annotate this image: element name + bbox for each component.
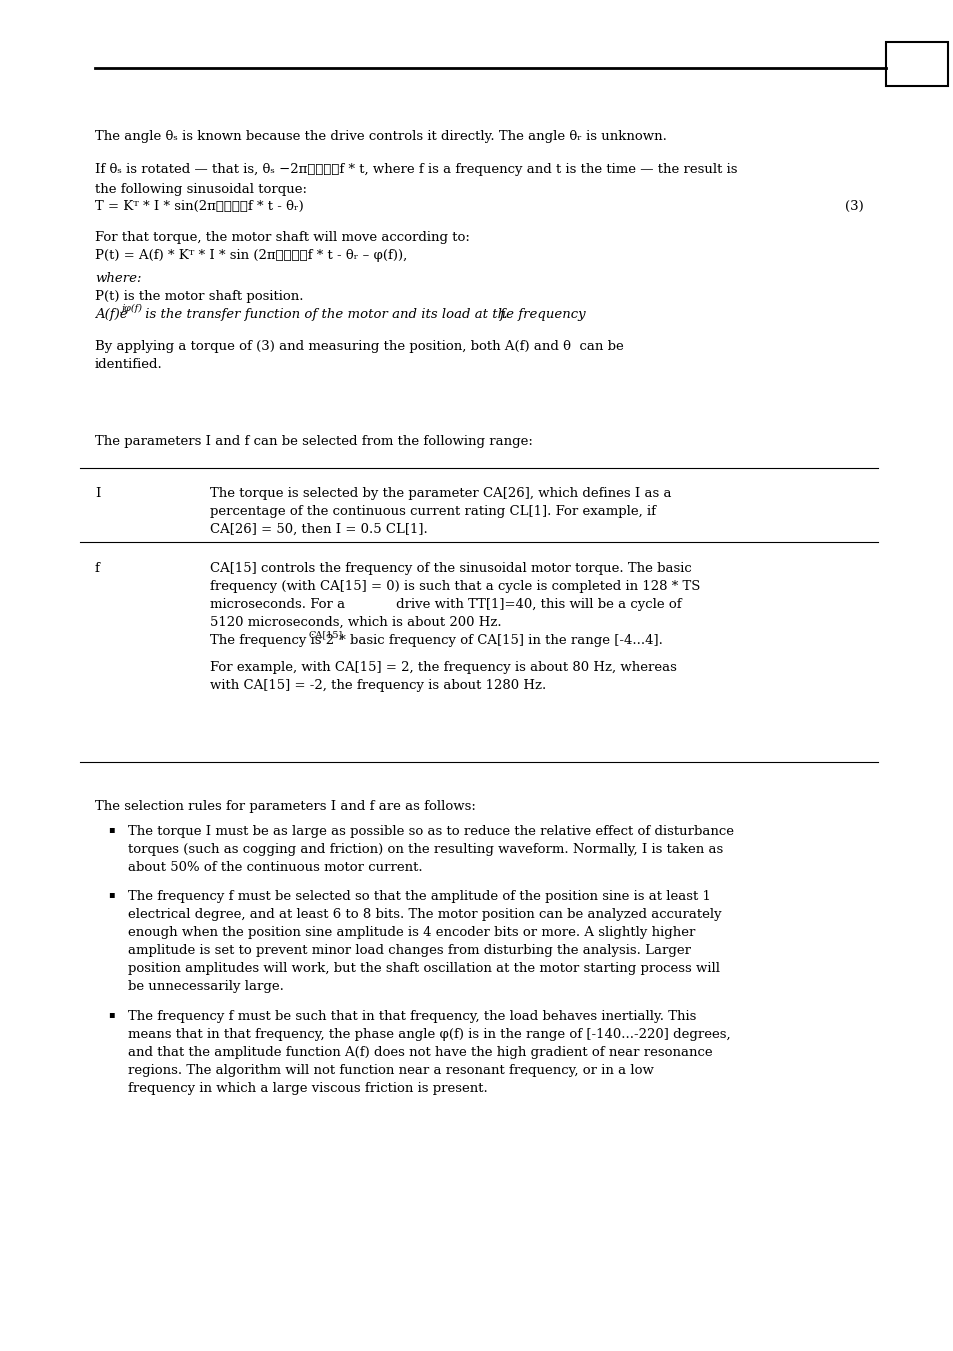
Text: is the transfer function of the motor and its load at the frequency: is the transfer function of the motor an… — [141, 308, 590, 322]
Text: ▪: ▪ — [108, 1011, 114, 1019]
Text: be unnecessarily large.: be unnecessarily large. — [128, 979, 284, 993]
Text: and that the amplitude function A(f) does not have the high gradient of near res: and that the amplitude function A(f) doe… — [128, 1046, 712, 1059]
Text: A(f)e: A(f)e — [95, 308, 128, 322]
Text: The frequency is 2: The frequency is 2 — [210, 634, 334, 647]
Text: 5120 microseconds, which is about 200 Hz.: 5120 microseconds, which is about 200 Hz… — [210, 616, 501, 630]
Text: frequency (with CA[15] = 0) is such that a cycle is completed in 128 * TS: frequency (with CA[15] = 0) is such that… — [210, 580, 700, 593]
Text: T = Kᵀ * I * sin(2π﻿﻿﻿﻿f * t - θᵣ): T = Kᵀ * I * sin(2π﻿﻿﻿﻿f * t - θᵣ) — [95, 200, 303, 213]
Text: P(t) = A(f) * Kᵀ * I * sin (2π﻿﻿﻿﻿f * t - θᵣ – φ(f)),: P(t) = A(f) * Kᵀ * I * sin (2π﻿﻿﻿﻿f * t … — [95, 249, 407, 262]
Text: The frequency f must be such that in that frequency, the load behaves inertially: The frequency f must be such that in tha… — [128, 1011, 696, 1023]
Text: (3): (3) — [844, 200, 862, 213]
Text: For example, with CA[15] = 2, the frequency is about 80 Hz, whereas: For example, with CA[15] = 2, the freque… — [210, 661, 677, 674]
Text: The frequency f must be selected so that the amplitude of the position sine is a: The frequency f must be selected so that… — [128, 890, 710, 902]
Text: amplitude is set to prevent minor load changes from disturbing the analysis. Lar: amplitude is set to prevent minor load c… — [128, 944, 690, 957]
Text: identified.: identified. — [95, 358, 163, 372]
Text: ▪: ▪ — [108, 890, 114, 898]
Text: electrical degree, and at least 6 to 8 bits. The motor position can be analyzed : electrical degree, and at least 6 to 8 b… — [128, 908, 720, 921]
Text: CA[26] = 50, then I = 0.5 CL[1].: CA[26] = 50, then I = 0.5 CL[1]. — [210, 523, 427, 536]
Text: microseconds. For a            drive with TT[1]=40, this will be a cycle of: microseconds. For a drive with TT[1]=40,… — [210, 598, 680, 611]
Text: CA[15] controls the frequency of the sinusoidal motor torque. The basic: CA[15] controls the frequency of the sin… — [210, 562, 691, 576]
Text: the following sinusoidal torque:: the following sinusoidal torque: — [95, 182, 307, 196]
Text: * basic frequency of CA[15] in the range [-4...4].: * basic frequency of CA[15] in the range… — [335, 634, 662, 647]
Text: CA[15]: CA[15] — [308, 630, 342, 639]
Text: ▪: ▪ — [108, 825, 114, 834]
Text: The angle θₛ is known because the drive controls it directly. The angle θᵣ is un: The angle θₛ is known because the drive … — [95, 130, 666, 143]
Text: The parameters I and f can be selected from the following range:: The parameters I and f can be selected f… — [95, 435, 533, 449]
Text: The torque I must be as large as possible so as to reduce the relative effect of: The torque I must be as large as possibl… — [128, 825, 733, 838]
Text: If θₛ is rotated — that is, θₛ −2π﻿﻿﻿﻿f * t, where f is a frequency and t is the: If θₛ is rotated — that is, θₛ −2π﻿﻿﻿﻿f … — [95, 163, 737, 176]
Text: torques (such as cogging and friction) on the resulting waveform. Normally, I is: torques (such as cogging and friction) o… — [128, 843, 722, 857]
Text: The selection rules for parameters I and f are as follows:: The selection rules for parameters I and… — [95, 800, 476, 813]
Text: with CA[15] = -2, the frequency is about 1280 Hz.: with CA[15] = -2, the frequency is about… — [210, 680, 546, 692]
Text: For that torque, the motor shaft will move according to:: For that torque, the motor shaft will mo… — [95, 231, 470, 245]
Text: position amplitudes will work, but the shaft oscillation at the motor starting p: position amplitudes will work, but the s… — [128, 962, 720, 975]
Text: f.: f. — [499, 308, 508, 322]
Text: The torque is selected by the parameter CA[26], which defines I as a: The torque is selected by the parameter … — [210, 486, 671, 500]
Text: f: f — [95, 562, 100, 576]
Text: P(t) is the motor shaft position.: P(t) is the motor shaft position. — [95, 290, 303, 303]
Text: By applying a torque of (3) and measuring the position, both A(f) and θ  can be: By applying a torque of (3) and measurin… — [95, 340, 623, 353]
Text: means that in that frequency, the phase angle φ(f) is in the range of [-140...-2: means that in that frequency, the phase … — [128, 1028, 730, 1042]
Text: regions. The algorithm will not function near a resonant frequency, or in a low: regions. The algorithm will not function… — [128, 1065, 653, 1077]
Text: I: I — [95, 486, 100, 500]
Text: about 50% of the continuous motor current.: about 50% of the continuous motor curren… — [128, 861, 422, 874]
Text: enough when the position sine amplitude is 4 encoder bits or more. A slightly hi: enough when the position sine amplitude … — [128, 925, 695, 939]
Text: jφ(f): jφ(f) — [121, 304, 142, 313]
Text: frequency in which a large viscous friction is present.: frequency in which a large viscous frict… — [128, 1082, 487, 1096]
Text: percentage of the continuous current rating CL[1]. For example, if: percentage of the continuous current rat… — [210, 505, 656, 517]
Text: where:: where: — [95, 272, 141, 285]
Bar — [885, 42, 947, 86]
